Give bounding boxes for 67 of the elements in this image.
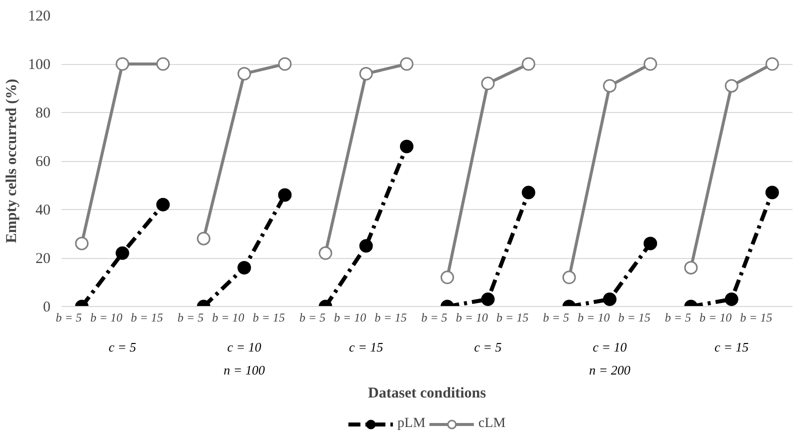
point <box>562 270 576 284</box>
text: c = 10 <box>592 340 628 354</box>
y-tick-label: 20 <box>36 251 50 267</box>
legend-label: pLM <box>397 416 426 432</box>
text: c = 10 <box>227 340 262 354</box>
text: n = 200 <box>589 362 631 378</box>
x-tick-label: b = 15 <box>496 310 529 324</box>
x-tick-label: b = 10 <box>334 310 366 324</box>
text: c = 15 <box>714 340 750 354</box>
point <box>75 236 89 250</box>
x-tick-label: b = 10 <box>212 310 244 324</box>
y-tick-label: 60 <box>36 154 50 170</box>
point <box>238 66 251 80</box>
point <box>116 57 130 71</box>
point <box>359 66 373 80</box>
x-tick-label: b = 10 <box>90 310 122 324</box>
x-tick-label: b = 5 <box>421 310 448 324</box>
point <box>156 57 170 71</box>
point <box>400 57 414 71</box>
y-tick-label: 40 <box>36 202 50 218</box>
point <box>724 79 738 93</box>
point <box>644 57 658 71</box>
x-axis-title: Dataset conditions <box>368 386 486 402</box>
y-tick-label: 0 <box>43 300 50 316</box>
y-tick-label: 80 <box>36 106 50 122</box>
text: c = 5 <box>108 340 137 354</box>
x-tick-label: b = 10 <box>578 310 610 324</box>
x-tick-label: b = 5 <box>56 310 82 324</box>
point <box>359 239 373 253</box>
legend-label: cLM <box>478 416 506 432</box>
point <box>278 188 292 202</box>
point <box>400 140 414 154</box>
x-tick-label: b = 5 <box>543 310 570 324</box>
text: c = 15 <box>349 340 384 354</box>
x-tick-label: b = 10 <box>456 310 488 324</box>
point <box>238 260 251 274</box>
point <box>196 232 210 246</box>
point <box>116 246 130 260</box>
point <box>765 57 779 71</box>
point <box>765 186 779 200</box>
text: c = 5 <box>474 340 502 354</box>
point <box>522 57 536 71</box>
point <box>603 292 616 306</box>
point <box>278 57 292 71</box>
x-tick-label: b = 15 <box>252 310 285 324</box>
text: n = 100 <box>224 362 266 378</box>
point <box>644 236 658 250</box>
point <box>603 79 616 93</box>
point <box>440 270 454 284</box>
x-tick-label: b = 10 <box>699 310 732 324</box>
x-tick-label: b = 5 <box>664 310 691 324</box>
x-tick-label: b = 15 <box>374 310 407 324</box>
y-axis-title: Empty cells occurred (%) <box>4 78 20 244</box>
point <box>481 76 495 90</box>
x-tick-label: b = 15 <box>618 310 650 324</box>
point <box>481 292 495 306</box>
point <box>684 260 698 274</box>
point <box>156 198 170 212</box>
point <box>724 292 738 306</box>
x-tick-label: b = 15 <box>130 310 164 324</box>
point <box>522 186 536 200</box>
x-tick-label: b = 5 <box>299 310 326 324</box>
x-tick-label: b = 15 <box>740 310 772 324</box>
y-tick-label: 100 <box>28 57 50 73</box>
x-tick-label: b = 5 <box>178 310 204 324</box>
point <box>318 246 332 260</box>
y-tick-label: 120 <box>28 8 50 24</box>
